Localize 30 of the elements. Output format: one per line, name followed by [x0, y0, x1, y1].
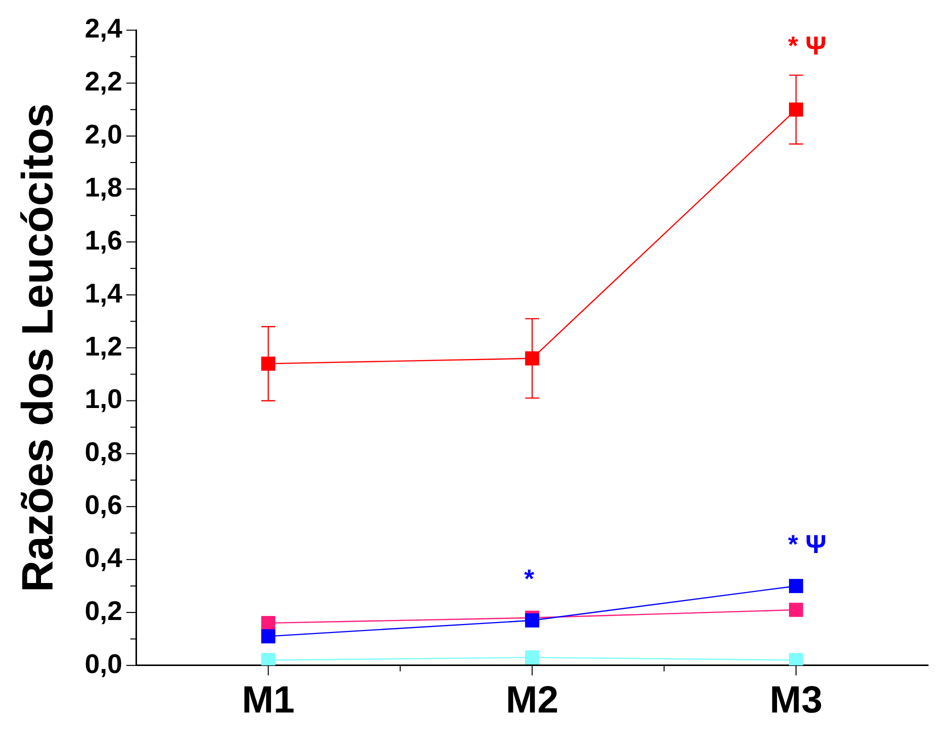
x-tick-label: M1 [242, 680, 295, 722]
y-tick-label: 1,0 [84, 384, 122, 414]
y-axis-title: Razões dos Leucócitos [14, 103, 63, 592]
y-tick-label: 1,6 [84, 225, 122, 256]
y-tick-label: 2,2 [84, 66, 122, 97]
y-tick-label: 0,4 [84, 542, 122, 573]
point [261, 629, 276, 644]
point [261, 616, 276, 630]
y-tick-label: 0,0 [84, 648, 122, 679]
annotation: * [524, 564, 536, 594]
point [788, 602, 804, 617]
point [788, 653, 804, 666]
annotation: * Ψ [788, 30, 826, 60]
y-tick-label: 0,6 [84, 490, 122, 520]
annotation: * Ψ [788, 529, 826, 560]
point [525, 650, 540, 665]
y-tick-label: 2,0 [84, 120, 122, 150]
y-tick-label: 2,4 [84, 14, 122, 44]
point [261, 653, 276, 666]
point [261, 356, 276, 371]
y-tick-label: 0,2 [84, 596, 122, 626]
y-tick-label: 0,8 [84, 437, 122, 468]
y-tick-label: 1,2 [84, 331, 122, 362]
y-tick-label: 1,8 [84, 172, 122, 202]
x-tick-label: M2 [506, 680, 559, 722]
point [525, 613, 540, 628]
point [788, 102, 804, 117]
y-tick-label: 1,4 [84, 278, 122, 308]
x-tick-label: M3 [770, 680, 822, 722]
point [788, 578, 804, 594]
